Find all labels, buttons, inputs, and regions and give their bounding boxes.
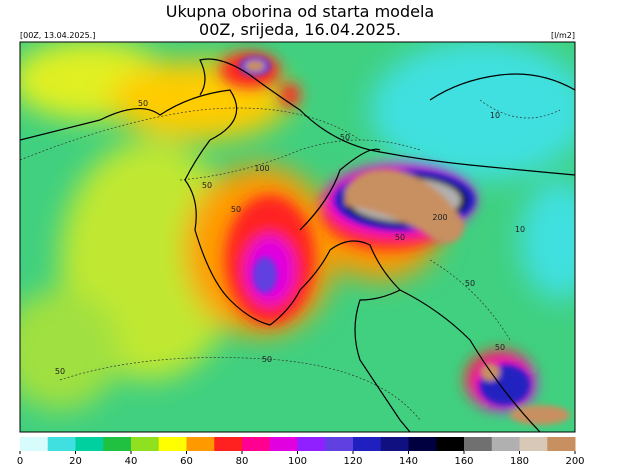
colorbar-bin [408, 437, 437, 451]
title-line: Ukupna oborina od starta modela [166, 2, 434, 21]
contour-labels: 50 50 50 100 50 50 50 50 200 50 50 10 10 [55, 99, 525, 376]
colorbar-bin [75, 437, 104, 451]
contour-label: 50 [202, 181, 212, 190]
colorbar-tick-label: 180 [510, 456, 529, 466]
colorbar-tick-label: 200 [565, 456, 584, 466]
contour-label: 50 [262, 355, 272, 364]
colorbar-bin [47, 437, 76, 451]
contour-label: 50 [55, 367, 65, 376]
colorbar-bin [297, 437, 326, 451]
colorbar-tick-label: 80 [236, 456, 249, 466]
contour-label: 100 [254, 164, 269, 173]
colorbar-bin [436, 437, 465, 451]
colorbar-bin [491, 437, 520, 451]
contour-label: 10 [490, 111, 500, 120]
colorbar-bin [353, 437, 382, 451]
contour-label: 200 [432, 213, 447, 222]
colorbar-tick-label: 40 [125, 456, 138, 466]
colorbar-tick-label: 100 [288, 456, 307, 466]
unit-label: [l/m2] [551, 31, 575, 40]
colorbar-bin [158, 437, 187, 451]
contour-label: 10 [515, 225, 525, 234]
colorbar-tick-label: 140 [399, 456, 418, 466]
colorbar-bin [464, 437, 493, 451]
colorbar-bin [380, 437, 409, 451]
colorbar-tick-label: 60 [180, 456, 193, 466]
title-line: 00Z, srijeda, 16.04.2025. [199, 20, 401, 39]
colorbar-bin [103, 437, 132, 451]
colorbar-tick-label: 120 [343, 456, 362, 466]
colorbar-tick-label: 20 [69, 456, 82, 466]
map-frame [19, 41, 576, 433]
colorbar-bin [20, 437, 49, 451]
colorbar-bin [519, 437, 548, 451]
contour-label: 50 [495, 343, 505, 352]
colorbar-bin [325, 437, 354, 451]
colorbar: 0 20 40 60 80 100 120 140 160 180 200 [17, 437, 585, 467]
contour-label: 50 [395, 233, 405, 242]
colorbar-bin [131, 437, 160, 451]
colorbar-tick-label: 160 [454, 456, 473, 466]
colorbar-bin [547, 437, 576, 451]
contour-label: 50 [138, 99, 148, 108]
contour-label: 50 [465, 279, 475, 288]
contour-label: 50 [340, 133, 350, 142]
contour-label: 50 [231, 205, 241, 214]
colorbar-tick-label: 0 [17, 456, 23, 466]
colorbar-bin [186, 437, 215, 451]
colorbar-bin [269, 437, 298, 451]
colorbar-bin [214, 437, 243, 451]
precip-field [20, 42, 575, 432]
colorbar-bin [242, 437, 271, 451]
run-label: [00Z, 13.04.2025.] [20, 31, 95, 40]
